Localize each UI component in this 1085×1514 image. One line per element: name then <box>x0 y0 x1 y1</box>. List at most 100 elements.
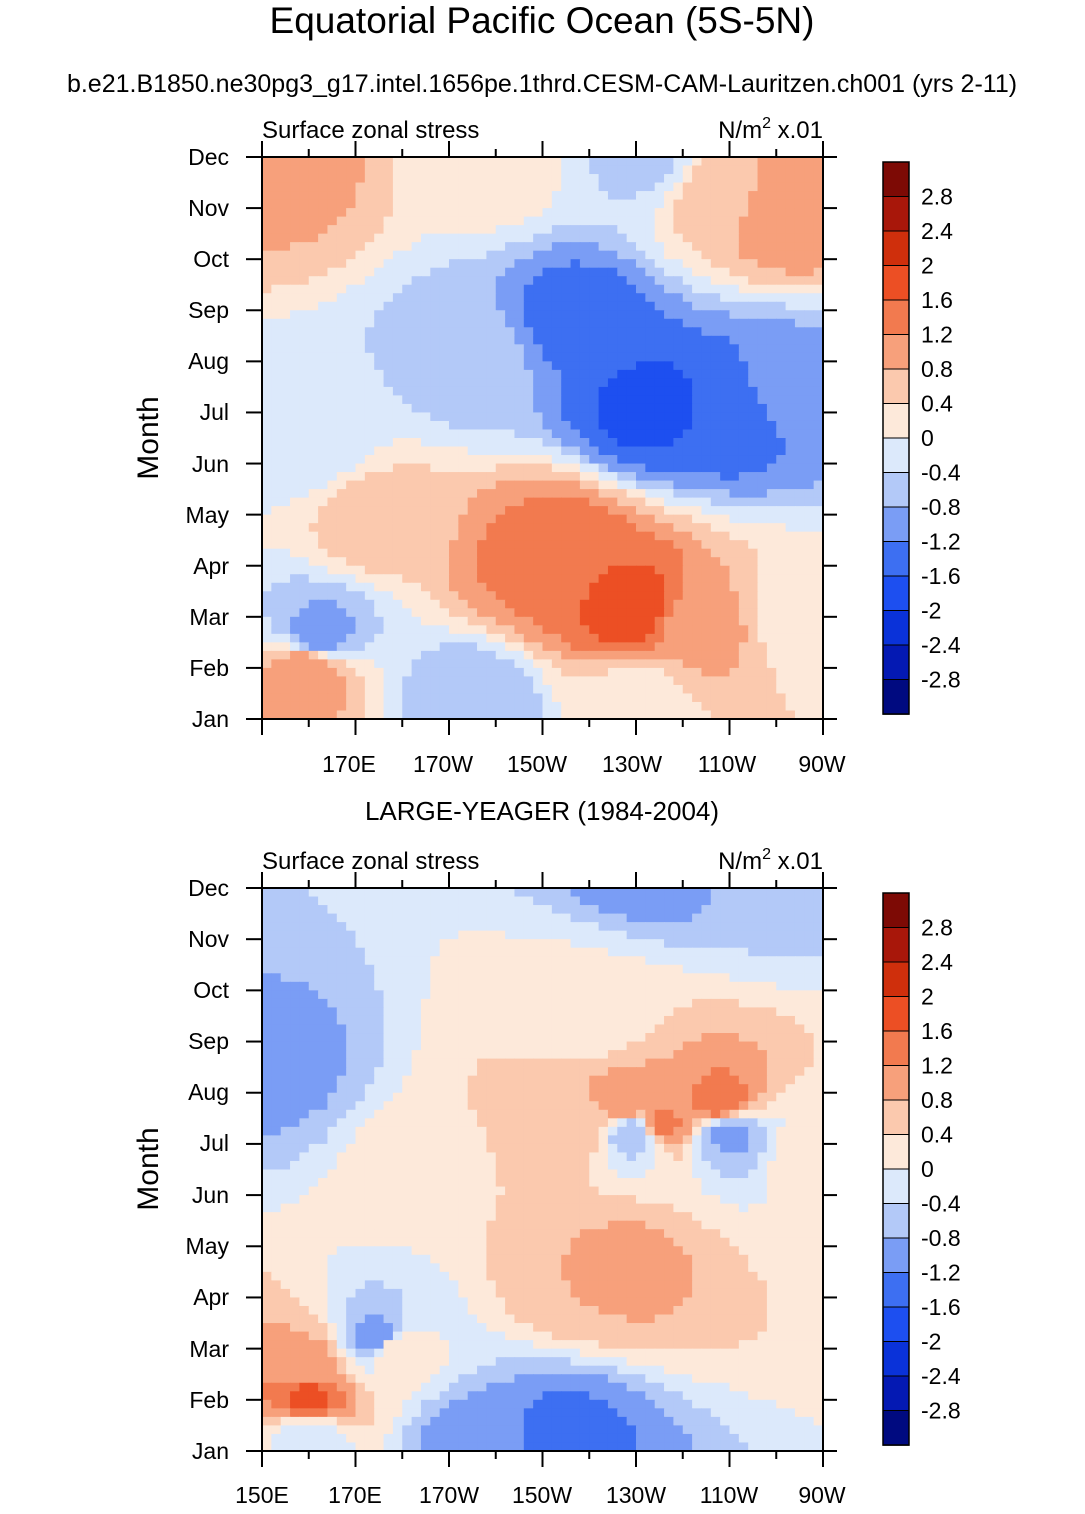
panel-model-cell <box>664 395 674 404</box>
panel-model-cell <box>617 429 627 438</box>
panel-model-cell <box>458 234 468 243</box>
panel-model-cell <box>524 583 534 592</box>
panel-obs-cell <box>673 1007 683 1016</box>
panel-model-cell <box>402 268 412 277</box>
panel-obs-cell <box>374 939 384 948</box>
panel-model-cell <box>299 464 309 473</box>
panel-model-cell <box>496 591 506 600</box>
panel-model-cell <box>440 327 450 336</box>
panel-model-cell <box>309 549 319 558</box>
panel-model-cell <box>767 438 777 447</box>
panel-model-cell <box>758 378 768 387</box>
panel-model-cell <box>318 166 328 175</box>
panel-model-cell <box>645 183 655 192</box>
panel-model-cell <box>767 251 777 260</box>
panel-model-cell <box>533 464 543 473</box>
panel-obs-cell <box>458 1007 468 1016</box>
panel-model-cell <box>552 540 562 549</box>
panel-model-cell <box>337 276 347 285</box>
panel-model-cell <box>720 191 730 200</box>
panel-model-cell <box>365 353 375 362</box>
panel-model-cell <box>739 523 749 532</box>
panel-model-cell <box>608 668 618 677</box>
panel-model-cell <box>776 268 786 277</box>
panel-model-cell <box>299 651 309 660</box>
panel-model-cell <box>374 378 384 387</box>
panel-model-cell <box>720 659 730 668</box>
panel-model-cell <box>701 429 711 438</box>
panel-model-cell <box>356 208 366 217</box>
panel-model-cell <box>608 217 618 226</box>
panel-model-cell <box>664 659 674 668</box>
panel-model-cell <box>402 302 412 311</box>
panel-model-cell <box>701 251 711 260</box>
panel-model-cell <box>776 217 786 226</box>
panel-model-cell <box>636 642 646 651</box>
panel-obs-cell <box>701 973 711 982</box>
panel-model-cell <box>589 310 599 319</box>
panel-model-cell <box>776 617 786 626</box>
panel-model-cell <box>299 302 309 311</box>
panel-model-cell <box>571 634 581 643</box>
panel-obs-cell <box>290 905 300 914</box>
panel-model-cell <box>524 668 534 677</box>
panel-model-cell <box>365 455 375 464</box>
panel-model-cell <box>683 608 693 617</box>
panel-model-cell <box>673 515 683 524</box>
panel-obs-cell <box>271 939 281 948</box>
panel-model-cell <box>580 251 590 260</box>
panel-model-cell <box>318 693 328 702</box>
panel-obs-cell <box>262 914 272 923</box>
panel-model-cell <box>449 498 459 507</box>
panel-model-cell <box>617 285 627 294</box>
panel-obs-cell <box>571 990 581 999</box>
panel-obs-cell <box>271 1016 281 1025</box>
panel-obs-cell <box>281 999 291 1008</box>
panel-obs-cell <box>524 973 534 982</box>
panel-model-cell <box>290 489 300 498</box>
panel-model-cell <box>748 693 758 702</box>
panel-model-cell <box>402 591 412 600</box>
panel-model-cell <box>505 174 515 183</box>
panel-model-cell <box>374 421 384 430</box>
panel-model-cell <box>281 438 291 447</box>
panel-model-cell <box>786 412 796 421</box>
panel-model-cell <box>711 583 721 592</box>
panel-model-cell <box>748 353 758 362</box>
panel-model-cell <box>384 183 394 192</box>
panel-model-cell <box>486 404 496 413</box>
panel-model-cell <box>543 574 553 583</box>
panel-model-cell <box>655 472 665 481</box>
panel-model-cell <box>393 183 403 192</box>
panel-model-cell <box>636 608 646 617</box>
panel-obs-cell <box>730 931 740 940</box>
panel-model-cell <box>767 532 777 541</box>
panel-obs-units-label: N/m2 x.01 <box>718 846 823 875</box>
panel-model-cell <box>271 685 281 694</box>
panel-obs-cell <box>533 948 543 957</box>
panel-obs-cell <box>430 905 440 914</box>
panel-obs-cell <box>365 922 375 931</box>
panel-model-cell <box>795 608 805 617</box>
panel-obs-cell <box>486 922 496 931</box>
panel-model-cell <box>692 268 702 277</box>
panel-model-cell <box>636 293 646 302</box>
panel-model-cell <box>421 285 431 294</box>
panel-model-cell <box>281 489 291 498</box>
panel-obs-cell <box>795 965 805 974</box>
panel-model-cell <box>421 225 431 234</box>
panel-model-cell <box>711 200 721 209</box>
panel-model-cell <box>356 183 366 192</box>
panel-obs-cell <box>514 973 524 982</box>
panel-model-cell <box>356 506 366 515</box>
panel-model-cell <box>290 234 300 243</box>
panel-model-cell <box>309 447 319 456</box>
panel-model-cell <box>402 557 412 566</box>
panel-model-cell <box>356 166 366 175</box>
panel-model-cell <box>711 302 721 311</box>
panel-model-cell <box>739 293 749 302</box>
panel-obs-cell <box>533 965 543 974</box>
panel-model-cell <box>627 515 637 524</box>
panel-model-cell <box>281 208 291 217</box>
panel-obs-cell <box>543 931 553 940</box>
